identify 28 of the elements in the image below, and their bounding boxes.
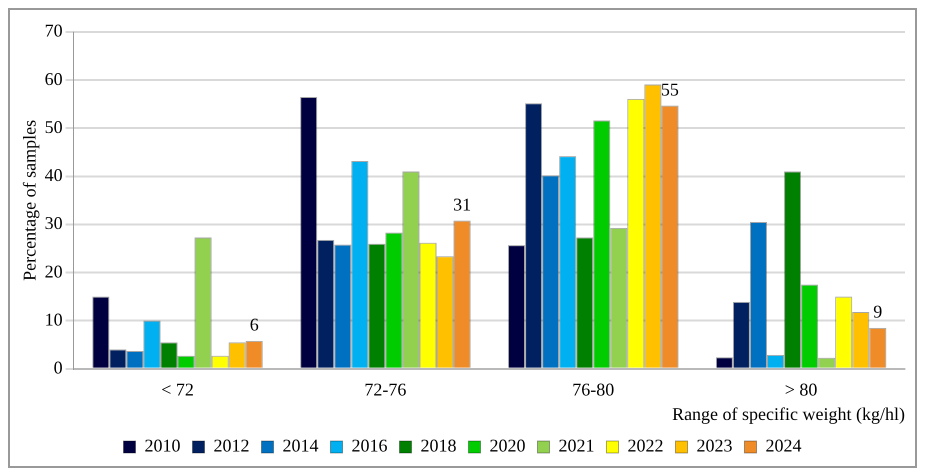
legend-label: 2016 xyxy=(352,436,388,456)
data-label: 9 xyxy=(873,302,882,322)
x-axis-title: Range of specific weight (kg/hl) xyxy=(672,404,905,424)
legend-label: 2020 xyxy=(490,436,526,456)
legend-label: 2024 xyxy=(766,436,802,456)
legend-label: 2023 xyxy=(696,436,732,456)
y-tick-label: 0 xyxy=(54,358,63,378)
data-label: 6 xyxy=(250,314,259,335)
y-tick-label: 50 xyxy=(44,116,63,137)
legend-label: 2012 xyxy=(214,436,250,456)
y-tick-label: 40 xyxy=(44,165,63,186)
y-tick-label: 20 xyxy=(44,261,63,282)
legend-label: 2022 xyxy=(628,436,664,456)
y-tick-label: 70 xyxy=(44,20,63,41)
y-tick-label: 60 xyxy=(44,68,63,89)
x-tick-label: 76-80 xyxy=(572,379,614,400)
legend-label: 2018 xyxy=(420,436,456,456)
data-label: 31 xyxy=(453,194,472,214)
x-tick-label: 72-76 xyxy=(364,379,406,400)
data-label: 55 xyxy=(660,79,679,100)
y-tick-label: 30 xyxy=(44,213,63,234)
legend-label: 2010 xyxy=(144,436,180,456)
legend-label: 2021 xyxy=(558,436,594,456)
y-tick-label: 10 xyxy=(44,309,63,330)
y-axis-title: Percentage of samples xyxy=(20,120,40,281)
x-tick-label: > 80 xyxy=(784,379,818,400)
x-tick-label: < 72 xyxy=(161,379,194,400)
legend-label: 2014 xyxy=(282,436,318,456)
